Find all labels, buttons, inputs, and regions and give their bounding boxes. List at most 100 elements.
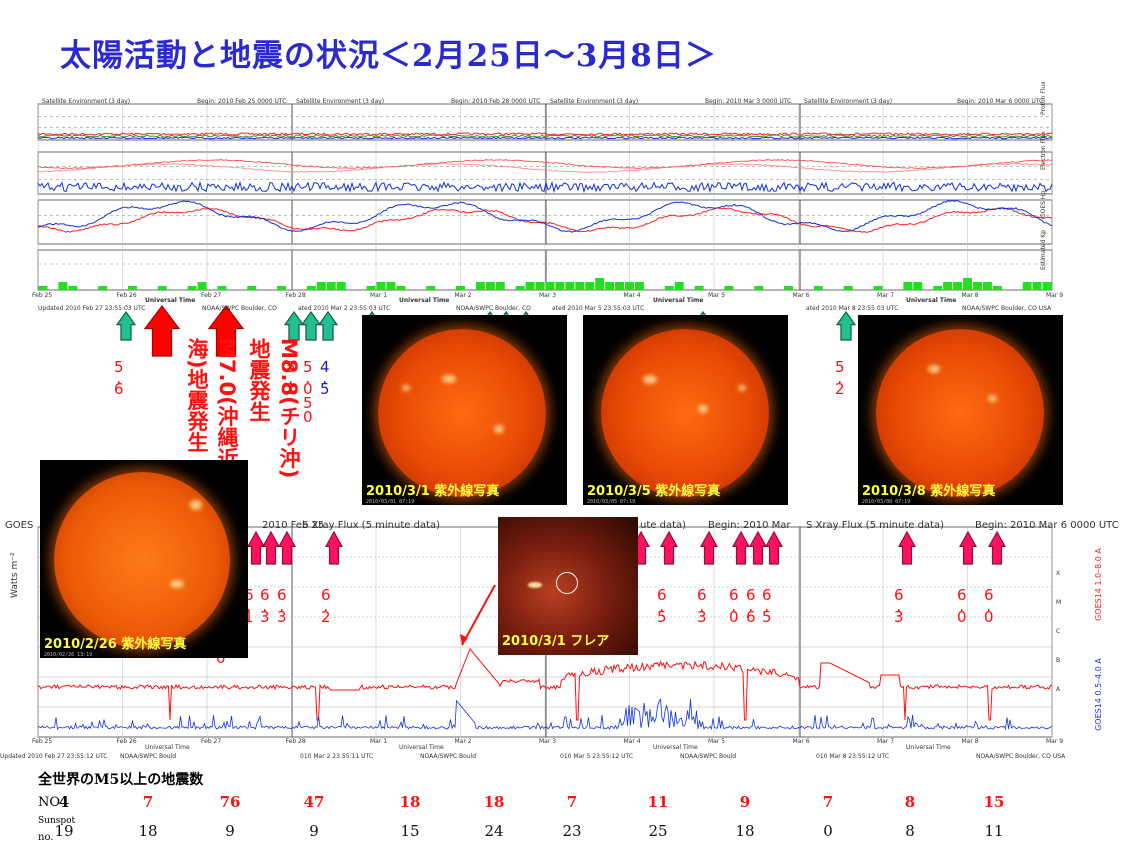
sunspot-count-cell: 19	[54, 822, 74, 840]
magnitude-dot: .	[731, 597, 738, 615]
quake-count-cell: 7	[566, 793, 578, 811]
magnitude-digit: 6	[657, 586, 668, 604]
quake-count-cell: 7	[822, 793, 834, 811]
sun-image-mar1: 2010/3/1 紫外線写真 2010/03/01 07:19	[362, 315, 567, 505]
magnitude-digit: 0	[303, 380, 314, 398]
satellite-environment-plot	[37, 103, 1053, 291]
magnitude-column: 6.6	[746, 588, 757, 626]
magnitude-dot: .	[305, 369, 312, 387]
magnitude-column: 4.5	[320, 360, 331, 397]
quake-count-cell: 8	[904, 793, 916, 811]
magnitude-digit: 6	[729, 586, 740, 604]
satellite-date-tick: Mar 9	[1046, 292, 1064, 299]
xray-header-right: 2010 Feb 25	[262, 520, 325, 531]
magnitude-dot: .	[262, 597, 269, 615]
xray-footer-right: NOAA/SWPC Bould	[420, 753, 477, 760]
quake-count-cell: 4	[58, 793, 70, 811]
quake-label-okinawa: M7.0(沖縄近海)地震発生	[185, 338, 239, 469]
sun-image-mar1-stamp: 2010/03/01 07:19	[366, 499, 415, 505]
quake-count-cell: 47	[303, 793, 325, 811]
satellite-date-tick: Feb 27	[201, 292, 222, 299]
satellite-footer-left: ated 2010 Mar 5 23:55:03 UTC	[552, 305, 645, 312]
magnitude-column: 6.1	[244, 586, 255, 626]
satellite-axis-label: Universal Time	[906, 297, 957, 304]
sunspot-count-cell: 9	[309, 822, 319, 840]
magnitude-dot: .	[748, 597, 755, 615]
flare-image-caption: 2010/3/1 フレア	[502, 634, 610, 649]
magnitude-digit: 6	[746, 608, 757, 626]
satellite-footer-right: NOAA/SWPC Boulder, CO	[456, 305, 531, 312]
magnitude-digit: 1	[244, 608, 255, 626]
xray-header-left: S Xray Flux (5 minute data)	[806, 520, 944, 531]
magnitude-column: 6.2	[321, 588, 332, 625]
magnitude-column: 6.3	[260, 586, 271, 626]
table-row-label-count: NO	[38, 795, 61, 810]
magnitude-column: 6.0	[957, 588, 968, 625]
magnitude-digit: 5	[657, 608, 668, 626]
satellite-date-tick: Mar 3	[539, 292, 557, 299]
magnitude-digit: 3	[260, 608, 271, 626]
quake-count-cell: 15	[983, 793, 1005, 811]
magnitude-column: 6.5	[762, 586, 773, 625]
satellite-footer-right: NOAA/SWPC Boulder, CO	[202, 305, 277, 312]
satellite-date-tick: Mar 4	[623, 292, 641, 299]
magnitude-dot: .	[323, 597, 330, 615]
sunspot-count-cell: 24	[484, 822, 504, 840]
magnitude-column: 6.0	[984, 586, 995, 625]
quake-count-cell: 18	[399, 793, 421, 811]
magnitude-dot: .	[279, 597, 286, 615]
xray-date-tick: Mar 3	[539, 738, 557, 745]
magnitude-dot: .	[322, 369, 329, 387]
satellite-header-right: Begin: 2010 Feb 25 0000 UTC	[197, 98, 287, 105]
magnitude-dot: .	[659, 597, 666, 615]
xray-date-tick: Mar 4	[623, 738, 641, 745]
xray-axis-label: Universal Time	[906, 744, 951, 751]
xray-header-right: Begin: 2010 Mar 6 0000 UTC	[975, 520, 1119, 531]
magnitude-digit: 6	[244, 586, 255, 604]
xray-flux-plot	[37, 526, 1053, 738]
flare-class-letter: C	[1056, 628, 1061, 635]
sunspot-count-cell: 18	[735, 822, 755, 840]
satellite-header-left: Satellite Environment (3 day)	[804, 98, 893, 105]
satellite-date-tick: Mar 6	[792, 292, 810, 299]
magnitude-dot: .	[116, 369, 123, 387]
sun-image-feb26-caption: 2010/2/26 紫外線写真	[44, 637, 187, 652]
magnitude-digit: 2	[835, 380, 846, 398]
xray-date-tick: Mar 7	[877, 738, 895, 745]
satellite-header-left: Satellite Environment (3 day)	[550, 98, 639, 105]
table-row-label-sunspot-no: no.	[38, 832, 54, 843]
magnitude-digit: 6	[697, 586, 708, 604]
magnitude-dot: .	[959, 597, 966, 615]
magnitude-dot: .	[896, 597, 903, 615]
magnitude-dot: .	[986, 597, 993, 615]
magnitude-digit: 3	[894, 608, 905, 626]
magnitude-digit: 6	[260, 586, 271, 604]
magnitude-digit: 6	[984, 586, 995, 604]
quake-count-cell: 76	[219, 793, 241, 811]
satellite-axis-label: Universal Time	[399, 297, 450, 304]
sunspot-count-cell: 15	[400, 822, 420, 840]
xray-header-right: Begin: 2010 Mar	[708, 520, 791, 531]
satellite-header-left: Satellite Environment (3 day)	[42, 98, 131, 105]
xray-footer-right: NOAA/SWPC Bould	[120, 753, 177, 760]
magnitude-digit: 6	[277, 586, 288, 604]
quake-count-cell: 9	[739, 793, 751, 811]
magnitude-digit: 0	[303, 408, 314, 426]
xray-date-tick: Feb 28	[285, 738, 306, 745]
magnitude-column: 6.3	[697, 586, 708, 626]
flare-class-letter: A	[1056, 686, 1061, 693]
magnitude-digit: 3	[697, 608, 708, 626]
xray-date-tick: Feb 27	[201, 738, 222, 745]
xray-date-tick: Mar 8	[961, 738, 979, 745]
flare-class-letter: X	[1056, 570, 1061, 577]
magnitude-column: 6.0	[729, 586, 740, 625]
magnitude-dot: .	[288, 369, 295, 387]
satellite-axis-label: Universal Time	[653, 297, 704, 304]
magnitude-column: 6.3	[894, 588, 905, 626]
flare-class-letter: M	[1056, 599, 1062, 606]
magnitude-digit: 6	[762, 586, 773, 604]
magnitude-digit: 5	[303, 394, 314, 412]
magnitude-digit: 5	[114, 358, 125, 376]
